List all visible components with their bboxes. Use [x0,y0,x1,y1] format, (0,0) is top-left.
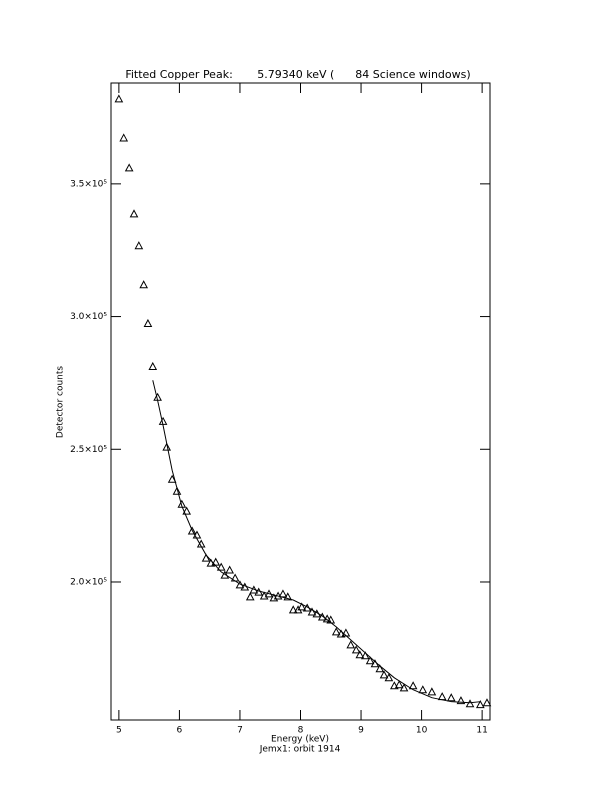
data-point [216,562,226,571]
data-point [129,209,139,218]
data-point [211,557,221,566]
data-point [288,605,298,614]
data-point [172,486,182,495]
data-point [379,670,389,679]
y-tick-label: 3.0×10⁵ [70,312,107,322]
data-point [124,163,134,172]
data-point [336,629,346,638]
data-point [375,664,385,673]
data-point [119,133,129,142]
data-point [360,651,370,660]
data-point [143,318,153,327]
y-tick-label: 2.5×10⁵ [70,445,107,455]
data-point [148,361,158,370]
data-point [307,607,317,616]
x-axis-label: Energy (keV) [271,735,329,745]
chart-title: Fitted Copper Peak: 5.79340 keV ( 84 Sci… [125,68,470,81]
data-point [475,700,485,709]
plot-frame [110,82,491,721]
data-point [114,94,124,103]
data-point [408,681,418,690]
data-point [384,673,394,682]
data-point [390,681,399,690]
data-point [427,687,437,696]
data-point [187,526,197,535]
y-tick-label: 3.5×10⁵ [70,179,107,189]
y-tick-label: 2.0×10⁵ [70,577,107,587]
fit-line [152,380,481,704]
x-tick-label: 9 [358,726,364,736]
data-point [230,573,240,582]
data-point [245,592,255,601]
x-tick-label: 7 [237,726,243,736]
x-tick-label: 5 [116,726,122,736]
subtitle: Jemx1: orbit 1914 [259,745,341,755]
data-point [394,680,404,689]
data-point [167,474,177,483]
data-point [365,656,375,665]
data-point [225,565,235,574]
data-point [139,280,149,289]
data-point [465,699,475,708]
data-point [351,645,361,654]
data-point [182,506,192,515]
data-point [162,442,172,451]
data-point [418,685,428,694]
data-point [355,650,365,659]
data-point [346,640,356,649]
data-point [456,696,466,705]
data-point [134,241,144,250]
y-axis-label: Detector counts [56,366,66,438]
data-point [399,683,409,692]
data-point [278,589,288,598]
x-tick-label: 8 [298,726,304,736]
x-tick-label: 10 [416,726,428,736]
x-tick-label: 11 [476,726,487,736]
data-point [201,553,211,562]
data-point [297,602,307,611]
data-point [283,592,293,601]
data-point [446,693,456,702]
data-point [331,627,341,636]
x-tick-label: 6 [177,726,183,736]
data-point [437,692,447,701]
data-point [482,698,492,707]
